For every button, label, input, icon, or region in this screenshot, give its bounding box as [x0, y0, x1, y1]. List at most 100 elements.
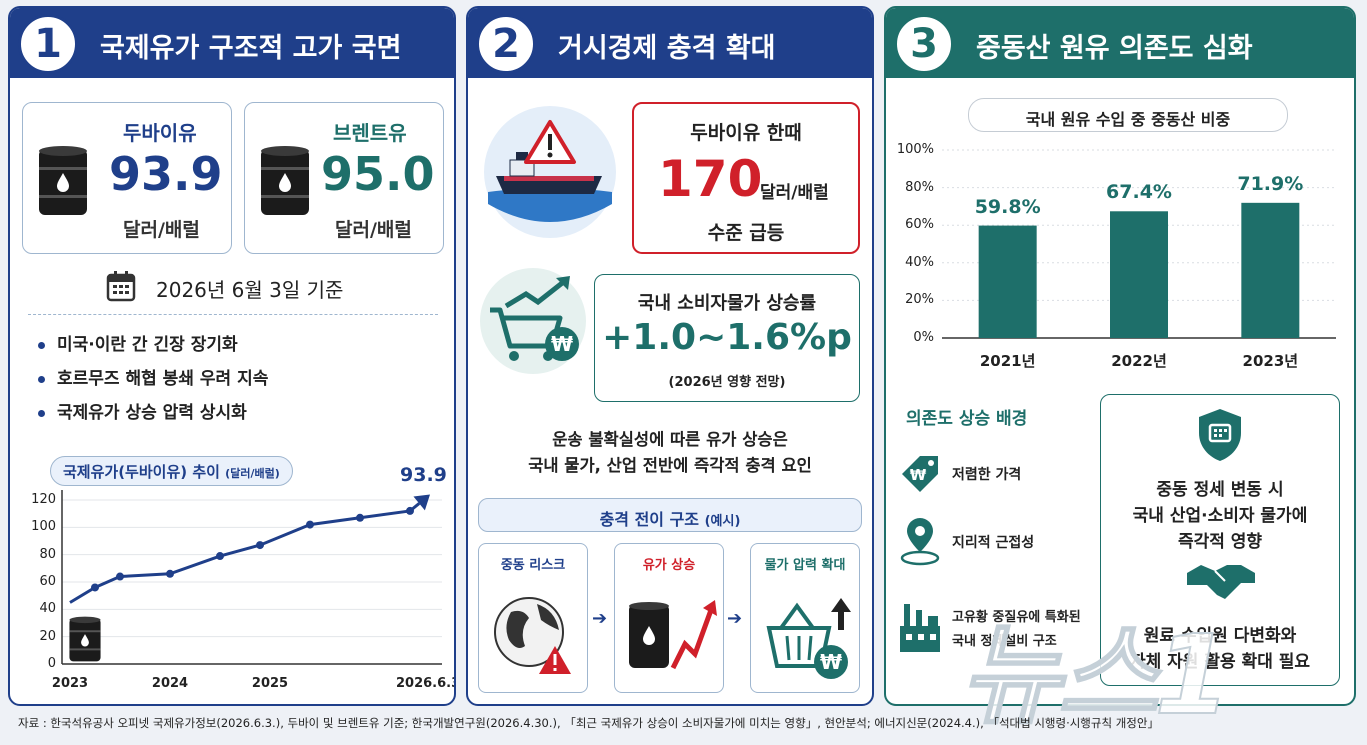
y-tick-label: 80%: [905, 179, 934, 195]
panel-header: 2 거시경제 충격 확대: [468, 8, 872, 78]
chart-title-pill: 국제유가(두바이유) 추이 (달러/배럴): [50, 456, 293, 486]
x-tick-label: 2023년: [1242, 352, 1299, 370]
handshake-icon: [1187, 565, 1255, 599]
dubai-unit: 달러/배럴: [123, 219, 200, 241]
cpi-title: 국내 소비자물가 상승률: [637, 293, 817, 314]
middle-east-share-bar-chart: [942, 149, 1336, 339]
svg-text:₩: ₩: [910, 466, 927, 484]
arrow-right-icon: ➔: [727, 608, 743, 629]
barrel-rising-arrow-icon: [629, 600, 717, 670]
bullet-item: 미국·이란 간 긴장 장기화: [38, 330, 238, 355]
panel-macro-shock: 2 거시경제 충격 확대 두바이유 한때 170 달러/배럴 수준 급등 ₩ 국…: [466, 6, 874, 706]
y-tick-label: 100%: [896, 142, 934, 157]
chart-title: 국제유가(두바이유) 추이: [63, 463, 220, 481]
x-tick-label: 2022년: [1111, 352, 1167, 370]
flow-title-bar: 충격 전이 구조 (예시): [478, 498, 862, 532]
panel-number: 3: [894, 14, 954, 74]
location-pin-icon: [900, 518, 940, 566]
bar-value-label: 71.9%: [1237, 172, 1304, 195]
news-watermark-logo: 뉴스1: [959, 610, 1232, 740]
y-tick-label: 100: [31, 519, 56, 535]
x-tick-label: 2026.6.3: [396, 676, 456, 691]
svg-text:₩: ₩: [820, 650, 842, 674]
x-tick-label: 2021년: [979, 352, 1036, 370]
source-note: 자료 : 한국석유공사 오피넷 국제유가정보(2026.6.3.), 두바이 및…: [18, 716, 1159, 730]
background-item: 고유황 중질유에 특화된: [952, 610, 1081, 625]
chart-unit: (달러/배럴): [225, 467, 280, 480]
statement-line: 운송 불확실성에 따른 유가 상승은: [552, 430, 788, 449]
globe-warning-icon: [494, 597, 571, 674]
divider: [28, 314, 438, 315]
y-tick-label: 40: [39, 601, 56, 617]
x-tick-label: 2024: [151, 676, 189, 691]
bar-value-label: 67.4%: [1106, 181, 1172, 204]
shield-icon: [1199, 409, 1241, 461]
impact-line: 국내 산업·소비자 물가에: [1132, 506, 1308, 526]
series-line: [69, 509, 411, 604]
y-tick-label: 0%: [913, 330, 934, 345]
chart-end-label: 93.9: [400, 464, 447, 486]
impact-line: 즉각적 영향: [1177, 532, 1263, 552]
reference-date: 2026년 6월 3일 기준: [156, 278, 344, 302]
panel-title: 국제유가 구조적 고가 국면: [100, 33, 402, 64]
brent-value: 95.0: [321, 147, 435, 201]
cpi-note: (2026년 영향 전망): [668, 375, 786, 390]
bar-chart-title: 국내 원유 수입 중 중동산 비중: [968, 98, 1288, 132]
oil-barrel-icon: [69, 616, 101, 662]
panel-number: 1: [18, 14, 78, 74]
basket-won-icon: ₩: [766, 598, 851, 679]
peak-unit: 달러/배럴: [760, 183, 829, 203]
bar: [1110, 211, 1168, 338]
bar: [1241, 202, 1300, 338]
background-item: 지리적 근접성: [952, 535, 1035, 551]
background-title: 의존도 상승 배경: [906, 409, 1028, 429]
oil-barrel-icon: [39, 146, 87, 215]
panel-number: 2: [476, 14, 536, 74]
panel-header: 1 국제유가 구조적 고가 국면: [10, 8, 454, 78]
y-tick-label: 80: [39, 546, 56, 562]
brent-label: 브렌트유: [333, 121, 407, 145]
flow-label: 중동 리스크: [500, 558, 566, 573]
brent-unit: 달러/배럴: [335, 219, 412, 241]
dubai-label: 두바이유: [123, 121, 197, 145]
panel-middle-east-dependence: 3 중동산 원유 의존도 심화 국내 원유 수입 중 중동산 비중 0% 20% 4…: [884, 6, 1356, 706]
flow-box-price-pressure: 물가 압력 확대 ₩: [750, 543, 860, 693]
y-tick-label: 60%: [905, 217, 934, 233]
price-tag-icon: ₩: [902, 456, 938, 492]
dubai-value: 93.9: [109, 147, 223, 201]
y-tick-label: 20%: [905, 292, 934, 308]
arrow-right-icon: ➔: [592, 608, 608, 629]
oil-barrel-icon: [261, 146, 309, 215]
data-point: [356, 513, 364, 522]
brent-card: 브렌트유 95.0 달러/배럴: [244, 102, 444, 254]
dubai-card: 두바이유 93.9 달러/배럴: [22, 102, 232, 254]
bullet-item: 국제유가 상승 압력 상시화: [38, 398, 247, 423]
peak-line1: 두바이유 한때: [690, 122, 802, 144]
oil-price-line-chart: [61, 490, 442, 665]
y-tick-label: 120: [31, 492, 56, 507]
cpi-card: 국내 소비자물가 상승률 +1.0~1.6%p (2026년 영향 전망): [594, 274, 860, 402]
refinery-icon: [900, 604, 940, 652]
series-line-end: [409, 502, 421, 513]
flow-box-oil-rise: 유가 상승: [614, 543, 724, 693]
data-point: [91, 583, 99, 592]
arrowhead: [413, 494, 430, 511]
y-tick-label: 20: [39, 628, 56, 644]
x-tick-label: 2023: [51, 676, 89, 691]
panel-title: 중동산 원유 의존도 심화: [976, 33, 1253, 64]
shopping-cart-won-icon: ₩: [480, 268, 586, 374]
peak-line3: 수준 급등: [707, 222, 785, 244]
panel-header: 3 중동산 원유 의존도 심화: [886, 8, 1354, 78]
flow-box-middle-east-risk: 중동 리스크: [478, 543, 588, 693]
x-tick-label: 2025: [251, 676, 289, 691]
panel-title: 거시경제 충격 확대: [558, 33, 776, 64]
bullet-item: 호르무즈 해협 봉쇄 우려 지속: [38, 364, 268, 389]
peak-value: 170: [658, 150, 763, 208]
bar: [978, 225, 1037, 338]
flow-title-note: (예시): [704, 514, 741, 529]
impact-card: 중동 정세 변동 시 국내 산업·소비자 물가에 즉각적 영향 원료 수입원 다…: [1100, 394, 1340, 686]
background-item: 저렴한 가격: [952, 467, 1022, 483]
bar-value-label: 59.8%: [974, 195, 1041, 218]
flow-label: 유가 상승: [642, 558, 696, 573]
svg-text:₩: ₩: [551, 332, 573, 356]
